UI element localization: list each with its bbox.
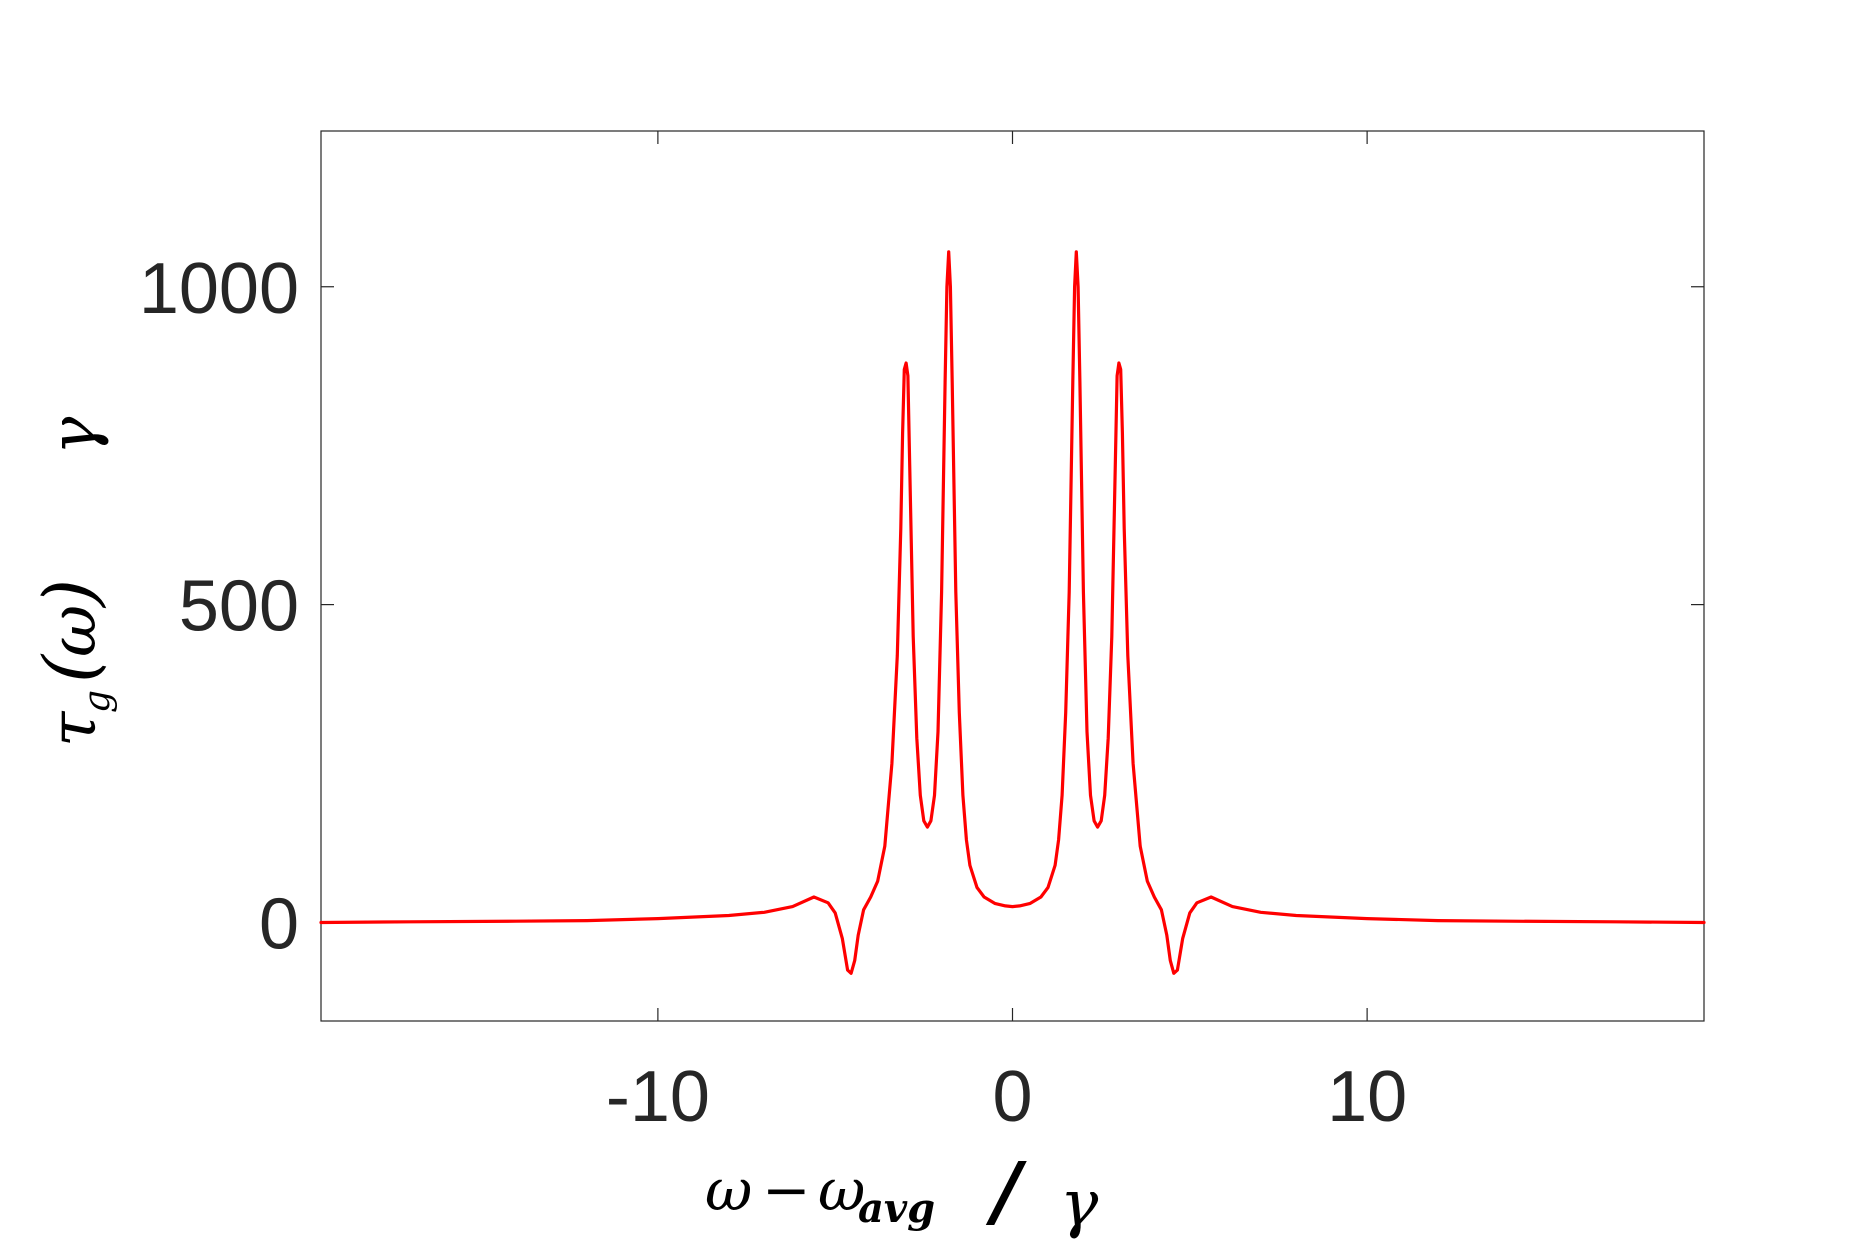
svg-text:ω: ω (705, 1156, 752, 1224)
x-tick-label: -10 (606, 1057, 710, 1137)
svg-text:(: ( (28, 653, 112, 683)
svg-text:−: − (762, 1156, 811, 1224)
y-tick-label: 500 (179, 567, 299, 647)
svg-text:τ: τ (37, 710, 111, 747)
y-tick-label: 1000 (139, 249, 299, 329)
plot-area (320, 130, 1705, 1022)
series-line (319, 250, 1706, 975)
svg-text:avg: avg (858, 1185, 935, 1232)
x-tick-label: 0 (992, 1057, 1032, 1137)
svg-text:ω: ω (818, 1156, 865, 1224)
svg-text:γ: γ (1060, 1167, 1099, 1241)
x-axis-label: ω − ω avg / γ (705, 1146, 1099, 1241)
x-tick-label: 10 (1327, 1057, 1407, 1137)
svg-text:g: g (77, 690, 118, 713)
svg-text:/: / (985, 1146, 1027, 1237)
svg-text:ω: ω (37, 605, 111, 657)
y-axis-label: τ g ( ω ) γ (28, 416, 118, 747)
svg-text:): ) (28, 579, 112, 609)
axis-tick-labels: -10 0 10 0 500 1000 (139, 249, 1407, 1137)
y-tick-label: 0 (259, 884, 299, 964)
svg-text:γ: γ (37, 416, 111, 455)
